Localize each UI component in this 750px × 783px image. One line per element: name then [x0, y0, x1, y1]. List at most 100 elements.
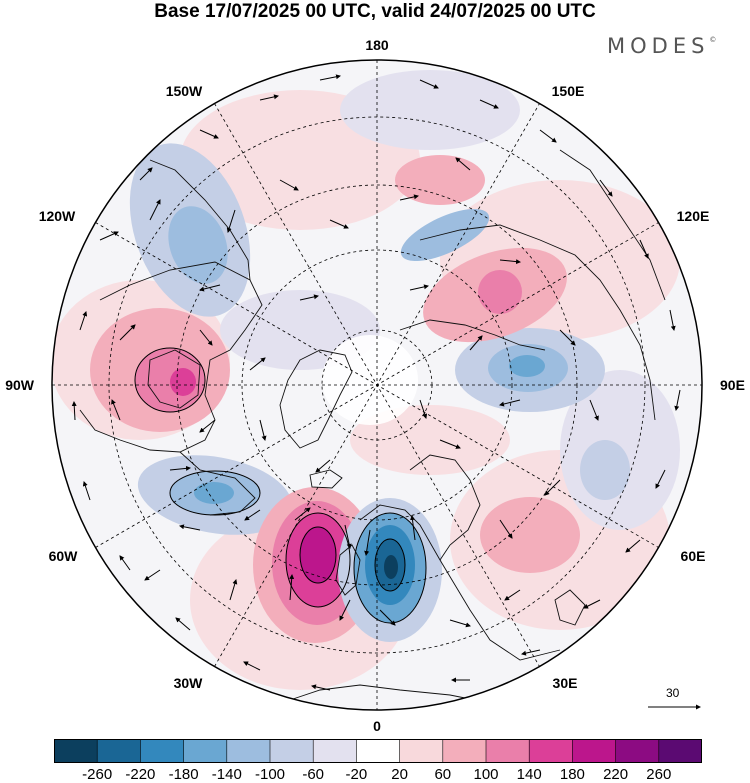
lon-label-150e: 150E [552, 83, 585, 99]
wind-vector [469, 335, 483, 351]
colorbar-tick-label: -20 [345, 766, 368, 783]
wind-vector [71, 401, 77, 421]
wind-vector [311, 684, 331, 691]
wind-vector [259, 94, 279, 101]
colorbar-swatch [356, 739, 401, 763]
wind-vector [299, 294, 319, 301]
coast-greenland [279, 349, 353, 449]
page-title: Base 17/07/2025 00 UTC, valid 24/07/2025… [154, 1, 596, 22]
wind-vector [339, 599, 351, 621]
colorbar-swatch [140, 739, 185, 763]
wind-vector [499, 259, 521, 265]
wind-vector [82, 481, 91, 501]
latitude-circle-70 [241, 249, 513, 521]
contour-northatlantic-1 [285, 512, 351, 608]
wind-vector [169, 465, 191, 471]
wind-vector [226, 209, 236, 233]
wind-vector [479, 99, 499, 109]
lon-label-90e: 90E [720, 377, 745, 393]
wind-vector [139, 167, 153, 181]
wind-vector [625, 539, 641, 553]
wind-vector [243, 661, 261, 671]
colorbar-swatch [270, 739, 314, 763]
wind-vector [639, 239, 649, 259]
lon-label-0: 0 [373, 718, 381, 734]
brand-name: MODES [607, 34, 710, 58]
colorbar [54, 739, 702, 763]
lon-label-120e: 120E [677, 208, 710, 224]
wind-vector [449, 619, 471, 628]
wind-vector [79, 311, 88, 331]
coast-uk [335, 544, 361, 596]
wind-vector [419, 79, 439, 89]
brand-mark: © [709, 36, 717, 44]
colorbar-swatch [54, 739, 98, 763]
wind-vector [315, 459, 331, 473]
wind-vector [379, 609, 396, 626]
wind-vector [119, 324, 136, 341]
contour-europe-1 [353, 512, 427, 624]
wind-vector [455, 157, 471, 171]
anom-pos-hudson-l2 [135, 348, 205, 412]
wind-vector [539, 129, 557, 143]
lon-label-120w: 120W [39, 208, 76, 224]
brand-logo: MODES© [607, 34, 716, 58]
contours [134, 347, 427, 624]
faint-pos-center [350, 405, 510, 475]
polar-map: 180 150E 120E 90E 60E 30E 0 30W 60W 90W … [5, 37, 745, 734]
contour-hudson [134, 347, 206, 413]
wind-vector [589, 399, 599, 421]
colorbar-tick-label: -60 [302, 766, 325, 783]
colorbar-tick-label: 260 [646, 766, 672, 783]
wind-vector [249, 357, 266, 371]
wind-vector [521, 649, 541, 656]
anom-pos-pacific-l1 [395, 155, 485, 205]
anom-pos-eastsiberia-l2 [478, 270, 522, 314]
lon-label-60e: 60E [681, 548, 706, 564]
coast-caspian [554, 589, 586, 626]
wind-vector [674, 389, 681, 411]
wind-vector [199, 329, 213, 346]
colorbar-tick-label: 20 [391, 766, 408, 783]
lon-label-180: 180 [365, 37, 389, 53]
wind-vector [499, 519, 513, 539]
contour-northatlantic-2 [299, 526, 337, 584]
wind-vector [319, 74, 341, 81]
coast-arctic-east [399, 319, 546, 351]
wind-vector [199, 129, 219, 139]
meridian-150 [214, 103, 540, 667]
wind-vector [669, 309, 676, 331]
contour-europe-2 [374, 538, 406, 592]
colorbar-tick-label: -260 [82, 766, 113, 783]
wind-vector [410, 515, 416, 541]
faint-neg-pacific [340, 70, 520, 150]
wind-vector [399, 194, 419, 201]
wind-vector [199, 284, 221, 292]
coast-eastasia [559, 149, 666, 301]
colorbar-swatch [658, 739, 702, 763]
coast-siberia [419, 224, 656, 421]
colorbar-border [54, 739, 702, 763]
coast-scandinavia [409, 454, 481, 561]
wind-vector [583, 599, 601, 609]
wind-vector [259, 419, 267, 441]
longitude-labels: 180 150E 120E 90E 60E 30E 0 30W 60W 90W … [5, 37, 745, 734]
wind-vector [175, 617, 191, 631]
coast-alaska [149, 159, 251, 281]
coast-labrador [179, 451, 256, 516]
colorbar-tick-label: 140 [516, 766, 542, 783]
colorbar-swatch [442, 739, 487, 763]
wind-vector [119, 555, 131, 571]
map-boundary [51, 59, 703, 711]
colorbar-tick-label: -180 [168, 766, 199, 783]
wind-vector [599, 179, 613, 197]
colorbar-tick-label: -100 [254, 766, 286, 783]
colorbar-tick-label: 180 [559, 766, 585, 783]
anom-pos-northatlantic-l4 [300, 527, 336, 583]
colorbar-tick-label: -220 [125, 766, 156, 783]
anom-neg-siberia-l3 [509, 355, 545, 377]
graticule [52, 60, 702, 710]
wind-vector [329, 219, 349, 229]
anom-pos-scandinavia-l1 [480, 497, 580, 573]
vector-key-label: 30 [666, 686, 680, 700]
